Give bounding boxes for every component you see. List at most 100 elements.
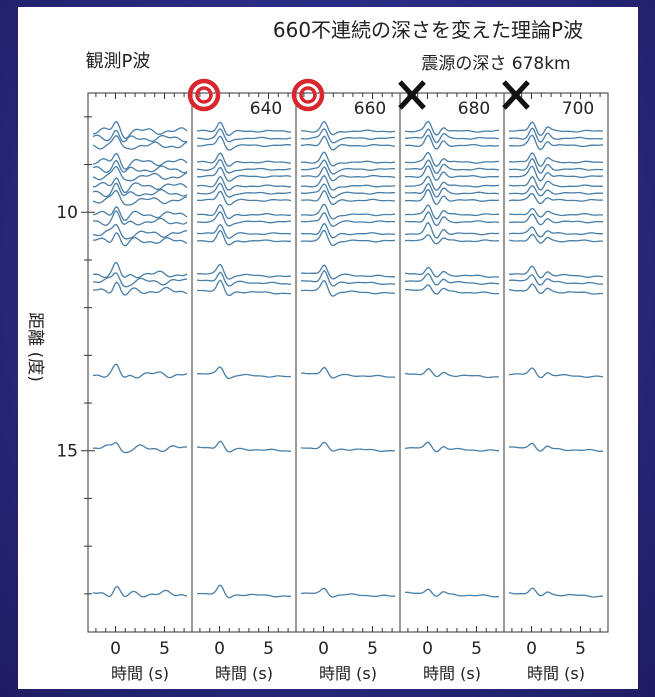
- seismogram-trace: [196, 175, 291, 191]
- seismogram-trace: [404, 188, 500, 206]
- seismogram-trace: [301, 135, 396, 151]
- seismogram-trace: [196, 211, 292, 227]
- seismogram-trace: [508, 175, 604, 191]
- panel-label-660: 660: [354, 99, 386, 119]
- seismogram-trace: [508, 184, 604, 197]
- observed-label: 観測P波: [86, 51, 151, 72]
- seismogram-trace: [92, 442, 188, 454]
- seismogram-trace: [508, 265, 604, 279]
- seismogram-trace: [197, 584, 291, 599]
- seismogram-figure: 660不連続の深さを変えた理論P波 観測P波 震源の深さ 678km 0 5 時間 …: [18, 7, 638, 689]
- seismogram-trace: [300, 366, 396, 379]
- seismogram-trace: [508, 157, 604, 174]
- seismogram-trace: [300, 270, 396, 287]
- seismogram-trace: [300, 229, 396, 247]
- seismogram-trace: [300, 222, 395, 239]
- chart-title: 660不連続の深さを変えた理論P波: [273, 18, 583, 42]
- cross-icon: [398, 80, 426, 110]
- seismogram-trace: [300, 587, 395, 598]
- seismogram-trace: [93, 272, 188, 288]
- seismogram-trace: [300, 203, 396, 220]
- y-tick-label: 10: [56, 203, 78, 223]
- x-axis-label: 時間 (s): [319, 664, 377, 683]
- cross-icon: [502, 80, 530, 110]
- x-tick-label: 5: [263, 639, 274, 659]
- seismogram-trace: [404, 441, 499, 453]
- seismogram-trace: [405, 284, 500, 295]
- seismogram-trace: [508, 165, 604, 182]
- seismogram-trace: [404, 175, 499, 191]
- x-axis-label: 時間 (s): [527, 664, 585, 683]
- seismogram-trace: [196, 135, 292, 151]
- seismogram-trace: [92, 159, 188, 174]
- seismogram-trace: [92, 281, 188, 296]
- seismogram-trace: [92, 120, 188, 140]
- x-tick-label: 0: [214, 639, 225, 659]
- seismogram-trace: [92, 363, 188, 379]
- panel-label-640: 640: [250, 99, 282, 119]
- seismogram-trace: [404, 273, 499, 286]
- x-tick-label: 5: [159, 639, 170, 659]
- x-tick-label: 0: [318, 639, 329, 659]
- seismogram-trace: [301, 189, 396, 206]
- seismogram-trace: [404, 222, 500, 239]
- seismogram-trace: [405, 588, 500, 598]
- seismogram-trace: [197, 182, 292, 198]
- seismogram-trace: [508, 213, 603, 226]
- seismogram-trace: [404, 234, 499, 245]
- seismogram-trace: [508, 233, 603, 244]
- seismogram-trace: [300, 279, 396, 297]
- double-circle-inner-icon: [299, 86, 317, 104]
- panel-label-680: 680: [458, 99, 490, 119]
- seismogram-trace: [405, 128, 500, 144]
- panel-frame-1: [87, 92, 193, 633]
- seismogram-trace: [509, 367, 604, 379]
- x-tick-label: 5: [471, 639, 482, 659]
- seismogram-trace: [301, 151, 396, 167]
- seismogram-trace: [405, 120, 500, 136]
- seismogram-trace: [196, 190, 292, 206]
- double-circle-inner-icon: [195, 86, 213, 104]
- seismogram-trace: [508, 283, 603, 295]
- seismogram-trace: [92, 129, 188, 143]
- seismogram-trace: [196, 279, 291, 297]
- seismogram-trace: [404, 211, 500, 227]
- seismogram-trace: [508, 207, 604, 218]
- seismogram-trace: [300, 175, 396, 191]
- seismogram-trace: [196, 121, 292, 137]
- seismogram-trace: [196, 204, 292, 220]
- seismogram-trace: [92, 182, 188, 198]
- seismogram-trace: [92, 585, 188, 598]
- seismogram-trace: [196, 263, 292, 280]
- seismogram-trace: [508, 274, 603, 286]
- seismogram-trace: [197, 158, 292, 174]
- panel-frame-5: [503, 92, 609, 633]
- seismogram-trace: [92, 134, 188, 150]
- seismogram-trace: [196, 366, 291, 380]
- panel-label-700: 700: [562, 99, 594, 119]
- seismogram-trace: [300, 120, 396, 136]
- seismogram-trace: [300, 212, 396, 227]
- seismogram-trace: [92, 261, 188, 279]
- y-axis-label: 距離 (度): [25, 312, 45, 382]
- seismogram-trace: [508, 442, 604, 452]
- double-circle-icon: [291, 78, 325, 112]
- seismogram-trace: [300, 159, 396, 175]
- y-tick-label: 15: [56, 442, 78, 462]
- seismogram-trace: [405, 134, 500, 150]
- seismogram-trace: [196, 271, 292, 287]
- seismogram-trace: [197, 224, 292, 239]
- x-tick-label: 5: [575, 639, 586, 659]
- seismogram-trace: [196, 128, 292, 143]
- seismogram-trace: [301, 166, 396, 182]
- hypocenter-label: 震源の深さ 678km: [421, 54, 570, 74]
- panel-frame-4: [399, 92, 505, 633]
- seismogram-trace: [92, 177, 188, 194]
- seismogram-trace: [301, 183, 396, 199]
- seismogram-trace: [92, 205, 188, 221]
- seismogram-trace: [92, 232, 188, 247]
- seismogram-trace: [508, 226, 604, 238]
- seismogram-trace: [404, 159, 500, 175]
- x-tick-label: 5: [367, 639, 378, 659]
- seismogram-trace: [404, 368, 500, 379]
